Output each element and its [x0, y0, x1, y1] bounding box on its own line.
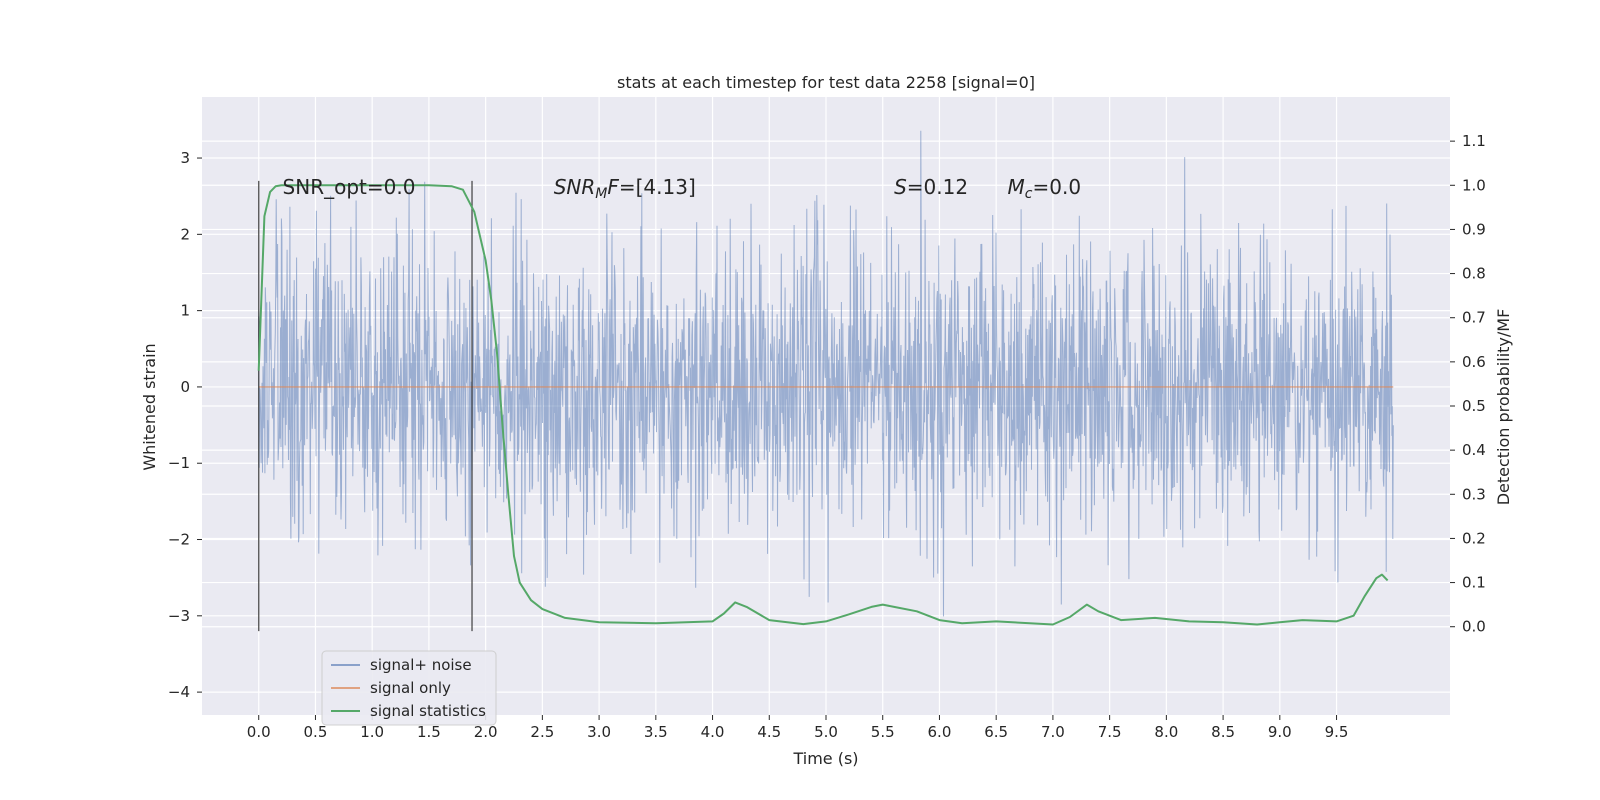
annotations: SNR_opt=0.0 SNRMF=[4.13] S=0.12 Mc=0.0	[283, 175, 1082, 202]
legend-label: signal statistics	[370, 702, 486, 720]
annotation-mc: Mc=0.0	[1008, 175, 1082, 202]
x-tick-label: 2.0	[474, 723, 498, 741]
right-y-tick-label: 0.1	[1462, 574, 1486, 592]
x-tick-label: 3.5	[644, 723, 668, 741]
x-tick-label: 1.0	[360, 723, 384, 741]
legend-box	[321, 650, 497, 726]
line-series	[257, 180, 1394, 632]
right-y-axis-label: Detection probability/MF	[1494, 309, 1513, 506]
y-tick-label: −4	[168, 683, 190, 701]
x-axis-label: Time (s)	[792, 749, 858, 768]
y-tick-label: 0	[180, 378, 190, 396]
y-tick-label: −3	[168, 607, 190, 625]
legend: signal+ noise signal only signal statistic…	[321, 650, 497, 726]
right-y-tick-label: 0.0	[1462, 618, 1486, 636]
legend-label: signal only	[370, 679, 451, 697]
x-tick-label: 9.5	[1325, 723, 1349, 741]
x-tick-label: 3.0	[587, 723, 611, 741]
y-tick-label: −1	[168, 454, 190, 472]
right-y-tick-label: 0.9	[1462, 220, 1486, 238]
x-tick-label: 6.0	[928, 723, 952, 741]
right-y-tick-label: 0.8	[1462, 265, 1486, 283]
annotation-s: S=0.12	[894, 175, 968, 199]
y-axis-label: Whitened strain	[140, 343, 159, 470]
series-signal-noise	[258, 130, 1394, 617]
right-y-tick-label: 1.0	[1462, 176, 1486, 194]
x-tick-label: 5.0	[814, 723, 838, 741]
annotation-snr-mf: SNRMF=[4.13]	[554, 175, 696, 202]
right-y-tick-label: 0.7	[1462, 309, 1486, 327]
x-tick-label: 7.5	[1098, 723, 1122, 741]
right-y-tick-label: 1.1	[1462, 132, 1486, 150]
y-tick-labels: 3 2 1 0 −1 −2 −3 −4	[168, 149, 202, 701]
x-tick-label: 4.0	[701, 723, 725, 741]
x-tick-label: 2.5	[530, 723, 554, 741]
series-signal-statistics	[257, 184, 1389, 626]
x-tick-label: 7.0	[1041, 723, 1065, 741]
annotation-snr-opt: SNR_opt=0.0	[283, 175, 416, 199]
x-tick-label: 0.5	[304, 723, 328, 741]
y-tick-label: −2	[168, 531, 190, 549]
right-y-tick-label: 0.3	[1462, 485, 1486, 503]
right-y-tick-labels: 1.1 1.0 0.9 0.8 0.7 0.6 0.5 0.4 0.3 0.2 0.1 0.0	[1450, 132, 1486, 636]
chart-title: stats at each timestep for test data 225…	[617, 73, 1035, 92]
x-tick-label: 8.0	[1154, 723, 1178, 741]
right-y-tick-label: 0.2	[1462, 529, 1486, 547]
y-tick-label: 1	[180, 302, 190, 320]
right-y-tick-label: 0.4	[1462, 441, 1486, 459]
x-tick-label: 5.5	[871, 723, 895, 741]
x-tick-label: 0.0	[247, 723, 271, 741]
y-tick-label: 3	[180, 149, 190, 167]
x-tick-label: 8.5	[1211, 723, 1235, 741]
noise-series	[258, 130, 1394, 617]
x-tick-label: 4.5	[757, 723, 781, 741]
x-tick-label: 1.5	[417, 723, 441, 741]
x-tick-label: 9.0	[1268, 723, 1292, 741]
y-tick-label: 2	[180, 225, 190, 243]
right-y-tick-label: 0.5	[1462, 397, 1486, 415]
x-tick-labels: 0.0 0.5 1.0 1.5 2.0 2.5 3.0 3.5 4.0 4.5 5.0 5.5 6.0 6…	[247, 715, 1349, 741]
right-y-tick-label: 0.6	[1462, 353, 1486, 371]
legend-label: signal+ noise	[370, 656, 472, 674]
x-tick-label: 6.5	[984, 723, 1008, 741]
